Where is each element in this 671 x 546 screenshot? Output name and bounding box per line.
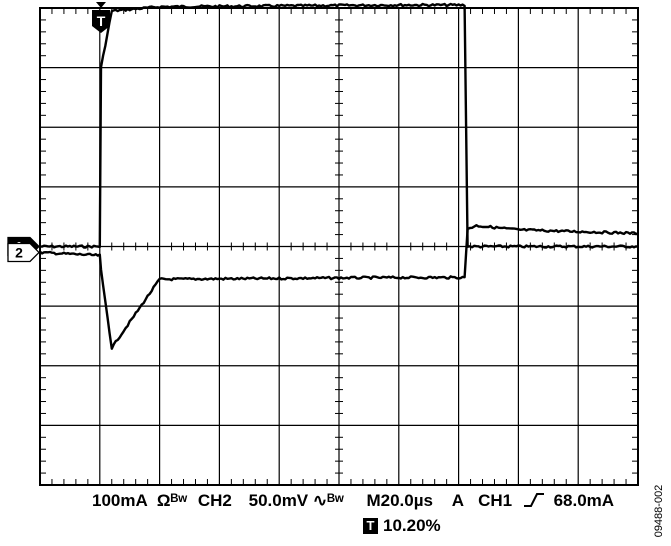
figure-id: 09488-002 [649, 478, 669, 544]
trigger-level: 68.0mA [553, 491, 615, 510]
ch1-coupling: Ωᴮʷ [156, 491, 188, 510]
graticule [39, 7, 639, 486]
trigger-arrow [95, 2, 106, 8]
channel-2-marker: 2 [7, 242, 40, 263]
trace-ch1 [39, 2, 639, 249]
channel-marker-label: 2 [15, 244, 23, 260]
rising-edge-icon [523, 492, 545, 507]
trigger-source: CH1 [478, 491, 513, 510]
status-line: 100mA Ωᴮʷ CH2 50.0mV ∿ᴮʷ M20.0µs A CH1 6… [92, 491, 614, 511]
trigger-marker: T [91, 2, 110, 33]
trigger-position-value: 10.20% [383, 516, 441, 535]
figure-id-text: 09488-002 [653, 484, 665, 538]
ch1-scale: 100mA [92, 491, 148, 510]
trigger-position: T 10.20% [363, 516, 441, 536]
channel-marker-shape [7, 242, 40, 263]
trigger-marker-label: T [97, 13, 106, 29]
ch2-coupling: ∿ᴮʷ [312, 491, 344, 510]
trace-ch2 [39, 224, 639, 350]
trigger-position-icon: T [363, 518, 378, 534]
traces [39, 2, 639, 350]
trigger-marker-shape [91, 10, 110, 33]
ch2-label: CH2 [197, 491, 232, 510]
trigger-mode: A [451, 491, 464, 510]
timebase: M20.0µs [366, 491, 433, 510]
channel-markers: 12T [7, 2, 110, 263]
ch2-scale: 50.0mV [248, 491, 309, 510]
